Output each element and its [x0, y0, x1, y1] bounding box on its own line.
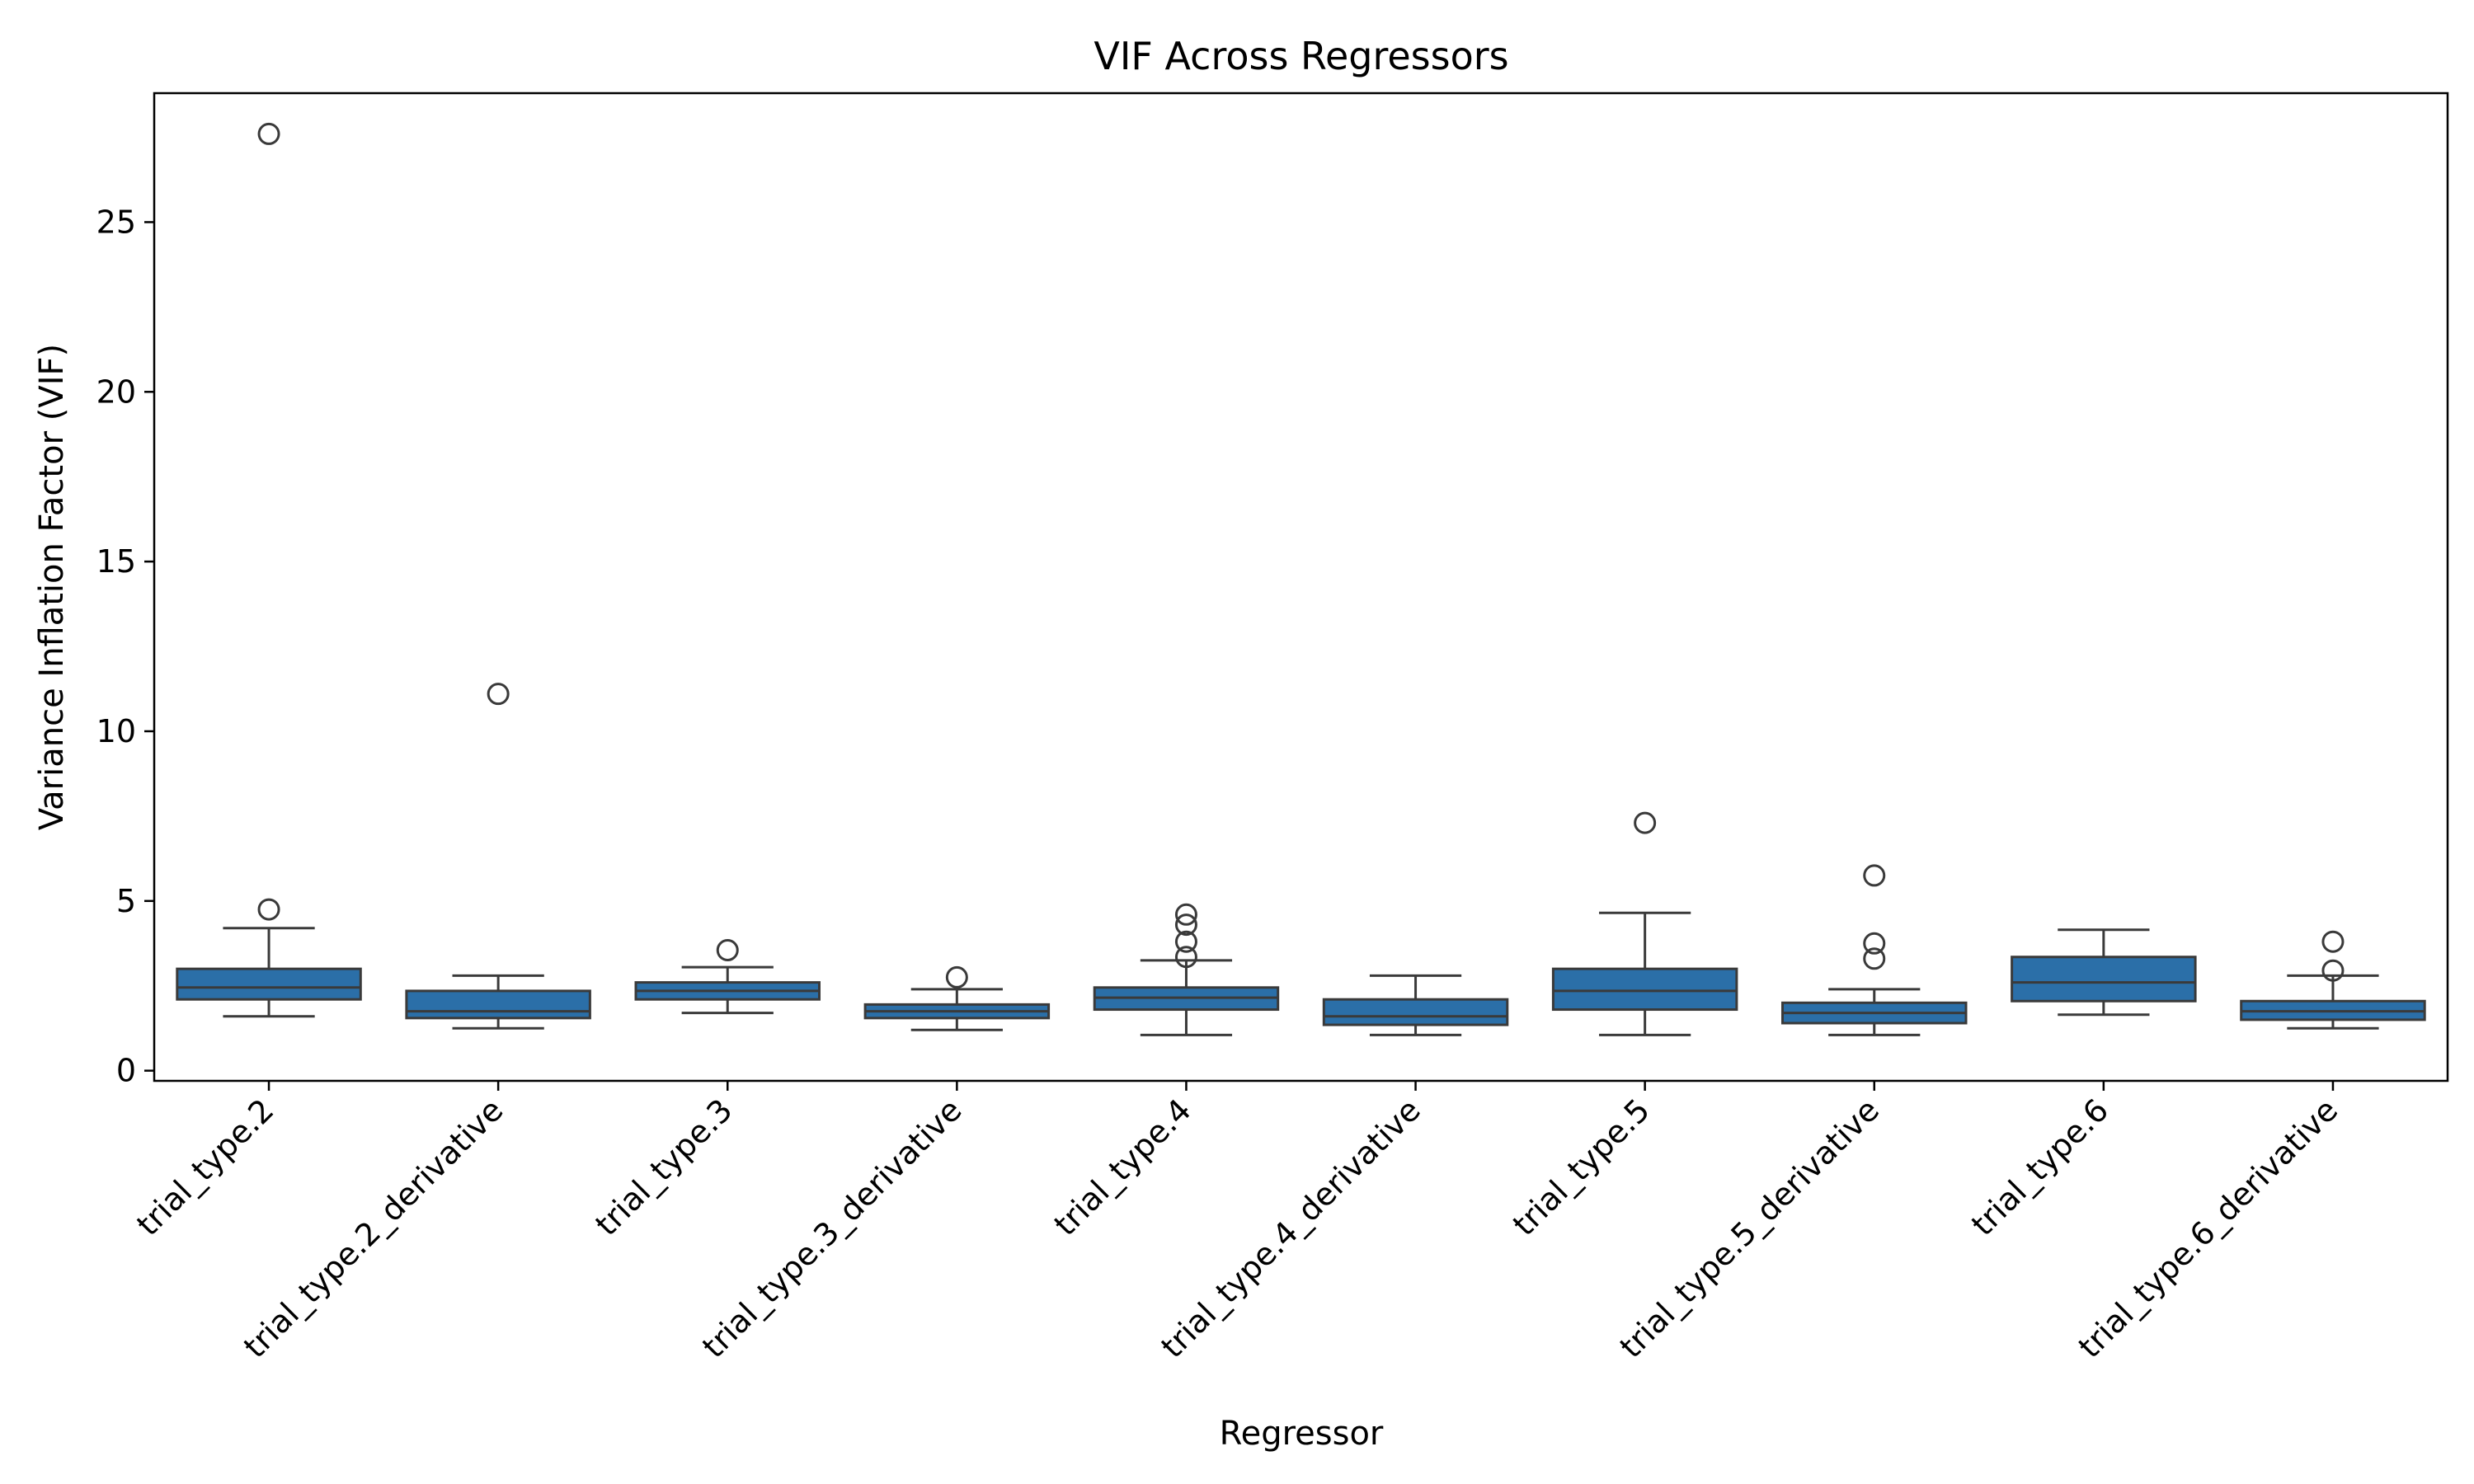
- box-series: [176, 122, 2426, 1036]
- x-tick-label: trial_type.5_derivative: [1613, 1092, 1887, 1365]
- y-axis-label: Variance Inflation Factor (VIF): [33, 344, 71, 830]
- x-tick-label: trial_type.3_derivative: [695, 1092, 969, 1365]
- outlier-point: [257, 122, 280, 145]
- x-tick-label: trial_type.5: [1506, 1092, 1657, 1242]
- outlier-point: [1863, 864, 1886, 887]
- x-tick-label: trial_type.6: [1964, 1092, 2115, 1242]
- iqr-box: [2011, 956, 2197, 1003]
- box-trial_type.4: [1093, 903, 1280, 1036]
- outlier-point: [1863, 947, 1886, 970]
- outlier-point: [257, 898, 280, 921]
- y-tick-label: 20: [96, 373, 136, 410]
- x-tick-label: trial_type.2_derivative: [237, 1092, 510, 1365]
- y-tick-label: 25: [96, 204, 136, 240]
- outlier-point: [1634, 811, 1657, 834]
- plot-area-frame: [153, 92, 2449, 1082]
- box-trial_type.5: [1551, 811, 1738, 1036]
- x-tick-label: trial_type.4_derivative: [1154, 1092, 1427, 1365]
- iqr-box: [176, 967, 362, 1001]
- box-trial_type.2_derivative: [405, 683, 591, 1030]
- outlier-point: [1174, 903, 1197, 926]
- outlier-point: [1174, 930, 1197, 953]
- x-tick-label: trial_type.6_derivative: [2072, 1092, 2345, 1365]
- outlier-point: [716, 939, 739, 962]
- y-axis: 0 5 10 15 20 25: [96, 204, 154, 1089]
- x-tick-label: trial_type.3: [588, 1092, 739, 1242]
- outlier-point: [1174, 913, 1197, 937]
- box-trial_type.6: [2011, 928, 2197, 1017]
- outlier-point: [1863, 932, 1886, 955]
- x-axis-label: Regressor: [1220, 1415, 1384, 1453]
- outlier-point: [2321, 930, 2345, 953]
- outlier-point: [2321, 959, 2345, 982]
- box-trial_type.5_derivative: [1781, 864, 1968, 1036]
- box-trial_type.4_derivative: [1322, 974, 1509, 1036]
- box-trial_type.3: [634, 939, 821, 1015]
- x-tick-label: trial_type.4: [1047, 1092, 1198, 1242]
- x-tick-label: trial_type.2: [129, 1092, 280, 1242]
- y-tick-label: 10: [96, 713, 136, 749]
- iqr-box: [1322, 998, 1509, 1026]
- y-tick-label: 15: [96, 543, 136, 580]
- outlier-point: [945, 965, 968, 989]
- outlier-point: [1174, 946, 1197, 969]
- y-tick-label: 0: [116, 1053, 136, 1089]
- iqr-box: [405, 989, 591, 1020]
- y-tick-label: 5: [116, 883, 136, 919]
- box-trial_type.6_derivative: [2240, 930, 2426, 1030]
- iqr-box: [1551, 967, 1738, 1012]
- box-trial_type.2: [176, 122, 362, 1018]
- chart-title: VIF Across Regressors: [1094, 34, 1508, 78]
- outlier-point: [487, 683, 510, 706]
- box-trial_type.3_derivative: [863, 965, 1051, 1031]
